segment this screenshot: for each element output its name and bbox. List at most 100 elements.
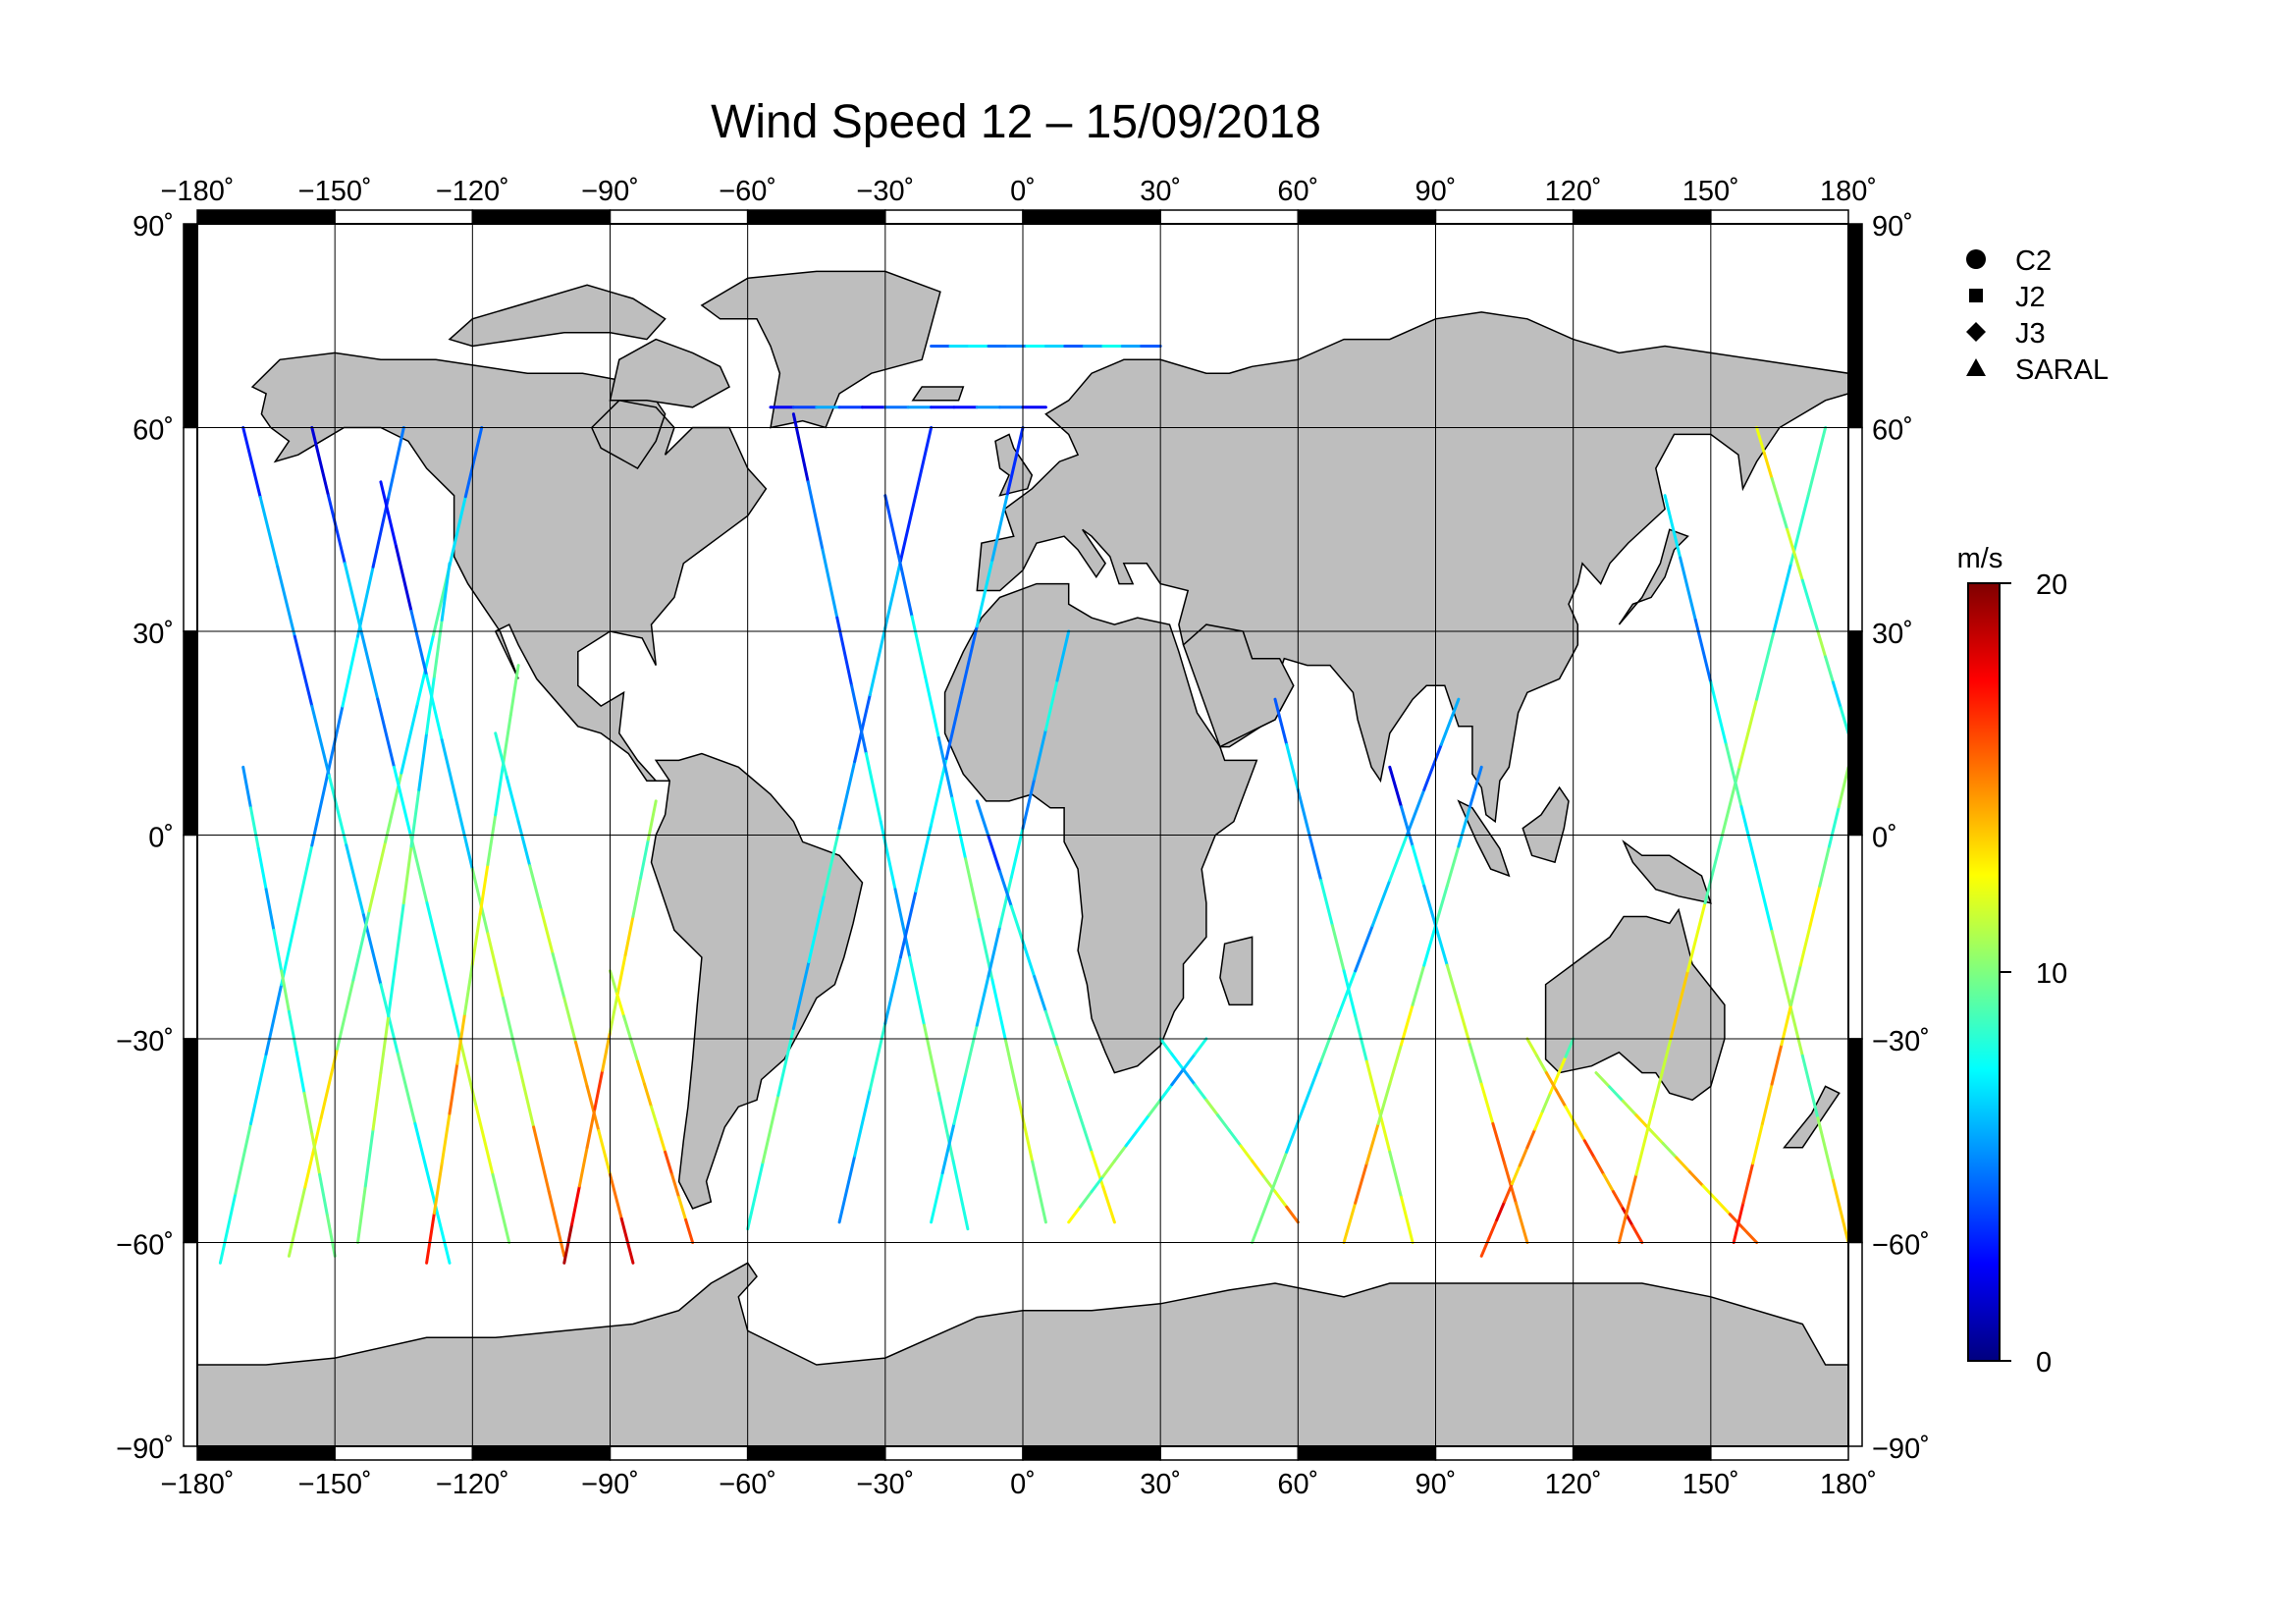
track-segment (440, 562, 452, 622)
track-segment (791, 412, 810, 484)
track-segment (1422, 884, 1437, 928)
lat-tick-label-left: −90˚ (116, 1434, 174, 1465)
diamond-marker-icon (1966, 322, 1986, 342)
track-9 (609, 969, 695, 1244)
track-segment (256, 846, 268, 892)
land-new-zealand (1783, 1085, 1841, 1149)
track-segment (486, 932, 505, 1000)
track-segment (1422, 742, 1443, 791)
track-segment (1434, 884, 1449, 928)
track-segment (1445, 963, 1461, 1006)
frame-segment-top (334, 209, 474, 225)
land-north-america (250, 352, 768, 782)
track-segment (1364, 1122, 1380, 1165)
lon-tick-label-top: −90˚ (581, 176, 639, 207)
lon-tick-label-bottom: −60˚ (719, 1469, 776, 1500)
frame-segment-left (183, 1241, 198, 1447)
track-segment (363, 1127, 375, 1188)
track-segment (951, 1160, 970, 1231)
track-segment (276, 565, 296, 638)
track-22 (1479, 1037, 1575, 1258)
lon-tick-label-top: −60˚ (719, 176, 776, 207)
track-segment (1724, 742, 1743, 809)
track-segment (528, 864, 543, 912)
lon-tick-label-top: 0˚ (1010, 176, 1036, 207)
track-segment (1525, 1127, 1537, 1150)
track-segment (1837, 765, 1850, 809)
track-segment (1182, 1053, 1197, 1071)
track-segment (1525, 1037, 1539, 1057)
track-segment (990, 978, 1007, 1043)
track-segment (1170, 1067, 1185, 1087)
track-segment (294, 1051, 306, 1095)
track-segment (1556, 1055, 1568, 1077)
track-segment (1400, 1195, 1415, 1244)
track-segment (585, 1084, 601, 1132)
track-29 (241, 765, 337, 1258)
track-segment (1831, 680, 1842, 710)
track-segment (1158, 1037, 1174, 1056)
legend-item-c2: C2 (1966, 245, 2052, 277)
track-segment (1806, 426, 1828, 498)
track-segment (409, 609, 429, 677)
track-segment (998, 869, 1013, 908)
track-segment (1741, 1226, 1759, 1244)
track-segment (914, 426, 934, 496)
track-segment (1204, 1098, 1220, 1117)
track-segment (1824, 655, 1835, 684)
land-arabia (1182, 623, 1295, 748)
track-segment (570, 1184, 581, 1226)
track-segment (478, 863, 490, 916)
track-segment (1009, 827, 1025, 880)
frame-segment-left (183, 223, 198, 429)
frame-segment-right (1847, 223, 1863, 429)
satellite-legend: C2 J2 J3 SARAL (1966, 245, 2109, 386)
track-segment (425, 1212, 436, 1265)
track-segment (1495, 1200, 1507, 1221)
track-segment (1762, 451, 1774, 480)
track-segment (494, 763, 505, 817)
track-segment (1273, 1190, 1289, 1209)
track-14 (930, 629, 1071, 1224)
frame-segment-bottom (884, 1445, 1024, 1461)
map-frame (183, 209, 1863, 1461)
track-segment (975, 558, 994, 628)
track-segment (1043, 1009, 1059, 1049)
frame-segment-bottom (334, 1445, 474, 1461)
track-segment (615, 992, 625, 1018)
track-5 (379, 480, 566, 1258)
track-segment (463, 426, 484, 499)
track-segment (1251, 1160, 1265, 1178)
track-segment (908, 955, 926, 1027)
track-segment (359, 629, 380, 701)
track-segment (1004, 1039, 1021, 1103)
track-segment (1479, 1082, 1495, 1125)
lon-tick-label-bottom: 30˚ (1140, 1469, 1181, 1500)
track-segment (539, 908, 555, 955)
frame-segment-top (1022, 209, 1161, 225)
track-segment (379, 1014, 391, 1075)
track-segment (1009, 904, 1025, 944)
track-segment (491, 1172, 511, 1244)
track-segment (1621, 1099, 1638, 1117)
track-3 (310, 426, 511, 1244)
lon-tick-label-bottom: −30˚ (856, 1469, 914, 1500)
track-segment (551, 952, 566, 1000)
track-segment (1296, 787, 1311, 837)
track-segment (1701, 1184, 1719, 1202)
track-segment (351, 909, 371, 982)
track-segment (1755, 426, 1766, 455)
track-segment (494, 731, 508, 780)
chart-title: Wind Speed 12 – 15/09/2018 (711, 96, 1321, 148)
track-segment (1780, 1002, 1793, 1047)
lat-tick-label-right: 30˚ (1872, 619, 1913, 650)
track-segment (505, 776, 520, 824)
track-segment (1728, 1213, 1745, 1230)
frame-segment-top (471, 209, 612, 225)
frame-segment-right (1847, 1038, 1863, 1244)
track-segment (1755, 629, 1776, 701)
track-segment (1411, 963, 1426, 1006)
track-segment (1031, 1160, 1047, 1224)
track-segment (1468, 1043, 1483, 1086)
track-segment (1354, 924, 1374, 973)
